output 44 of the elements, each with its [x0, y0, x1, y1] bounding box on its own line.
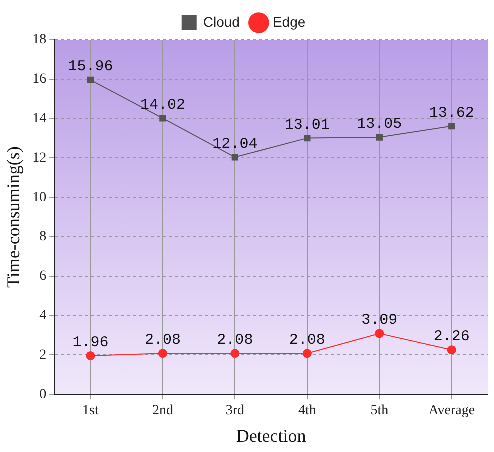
legend-label: Cloud	[203, 14, 240, 30]
data-label: 13.05	[357, 116, 402, 133]
data-label: 2.08	[144, 332, 181, 350]
y-axis-title: Time-consuming(s)	[4, 146, 24, 288]
data-label: 13.01	[284, 116, 330, 134]
data-label: 1.96	[72, 334, 109, 352]
point	[448, 122, 456, 130]
x-tick-label: Average	[428, 404, 476, 419]
x-tick-label: 3rd	[226, 404, 245, 419]
point	[375, 329, 384, 338]
point	[304, 134, 311, 142]
y-tick-label: 8	[40, 230, 47, 245]
y-tick-label: 4	[40, 308, 47, 324]
data-label: 2.08	[217, 332, 254, 350]
y-tick-label: 0	[40, 387, 47, 402]
point	[232, 154, 239, 161]
legend-label: Edge	[272, 14, 306, 30]
point	[447, 346, 456, 355]
y-tick-label: 18	[32, 32, 47, 48]
data-label: 2.08	[289, 332, 326, 350]
point	[230, 349, 240, 358]
x-tick-label: 4th	[298, 404, 316, 419]
x-tick-label: 1st	[82, 404, 99, 419]
data-label: 15.96	[68, 58, 114, 76]
point	[158, 349, 168, 358]
x-axis-title: Detection	[236, 426, 306, 446]
y-tick-label: 6	[40, 269, 47, 284]
point	[160, 115, 166, 122]
x-tick-label: 2nd	[152, 404, 174, 419]
data-label: 3.09	[362, 312, 398, 330]
y-tick-label: 16	[32, 72, 47, 88]
point	[87, 76, 94, 84]
data-label: 13.62	[429, 104, 474, 122]
point	[376, 134, 383, 141]
y-tick-label: 10	[32, 190, 47, 206]
point	[302, 349, 312, 358]
data-label: 12.04	[212, 136, 258, 153]
data-label: 2.26	[434, 328, 470, 346]
x-tick-label: 5th	[370, 404, 389, 419]
y-tick-label: 2	[40, 348, 47, 363]
y-tick-label: 14	[32, 111, 47, 126]
data-label: 14.02	[140, 96, 186, 114]
y-tick-label: 12	[32, 150, 47, 166]
point	[86, 351, 96, 360]
